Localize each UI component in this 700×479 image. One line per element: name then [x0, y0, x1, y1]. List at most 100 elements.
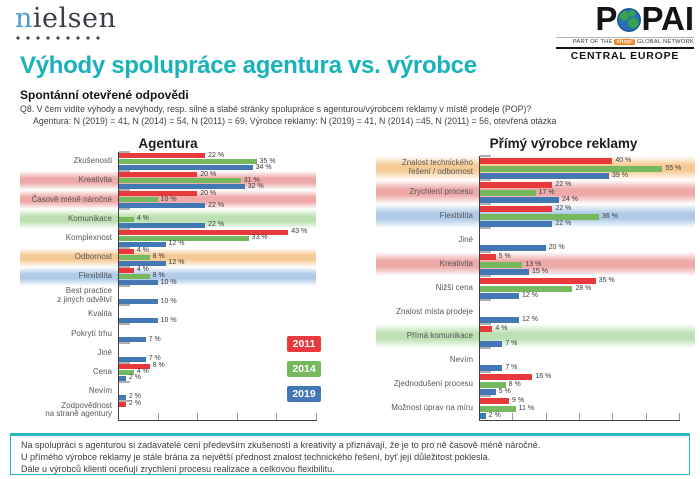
bar-value-label: 32 %: [247, 182, 264, 190]
bar-2019: [118, 394, 126, 400]
value-axis-tick: [276, 413, 278, 420]
bar-value-label: 4 %: [136, 247, 149, 255]
bar-2011: [118, 363, 150, 369]
bar-value-label: 5 %: [498, 253, 511, 260]
globe-icon: [617, 8, 642, 32]
popai-letter-p: P: [595, 0, 618, 37]
bar-value-label: 20 %: [200, 189, 217, 197]
chart-title-vyrobce: Přímý výrobce reklamy: [489, 136, 638, 151]
bar-2019: [118, 184, 245, 190]
bar-value-label: 35 %: [259, 157, 276, 165]
bar-value-label: 20 %: [548, 244, 565, 251]
row-highlight-band: [376, 252, 695, 276]
bar-value-label: 12 %: [522, 292, 538, 299]
bar-2011: [479, 158, 613, 164]
bar-value-label: 20 %: [200, 170, 217, 178]
bar-value-label: 4 %: [495, 325, 508, 332]
bar-2019: [118, 260, 166, 266]
bar-2019: [118, 203, 206, 209]
axis-group-tick: [480, 251, 491, 253]
category-label: Flexibilita: [78, 271, 112, 281]
axis-group-tick: [119, 208, 130, 211]
legend-item-2014: 2014: [287, 361, 321, 377]
bar-2011: [118, 191, 198, 197]
chart-plot-vyrobce: Znalost technického řešení / odbornost 40…: [376, 155, 695, 421]
axis-group-tick: [480, 203, 491, 205]
bar-2014: [118, 216, 134, 222]
bar-2019: [479, 269, 529, 275]
category-label: Nižší cena: [435, 282, 473, 292]
value-axis-line: [479, 420, 680, 421]
bar-2014: [118, 254, 150, 260]
axis-group-tick: [119, 170, 130, 173]
bar-value-label: 24 %: [562, 196, 578, 203]
bar-value-label: 22 %: [555, 220, 572, 227]
axis-group-tick: [119, 361, 130, 364]
bar-value-label: 12 %: [168, 240, 185, 248]
bar-2014: [479, 381, 506, 388]
category-label: Nevím: [449, 354, 473, 364]
bar-value-label: 33 %: [251, 234, 268, 242]
category-label: Pokrytí trhu: [71, 328, 112, 338]
bar-2011: [479, 326, 493, 332]
category-label: Kvalita: [87, 309, 112, 319]
bar-2011: [479, 398, 509, 404]
nielsen-first-letter: n: [15, 3, 33, 34]
bar-2014: [479, 213, 599, 220]
category-label: Znalost místa prodeje: [396, 306, 473, 316]
nielsen-dots-icon: [15, 35, 103, 41]
value-axis-tick: [612, 413, 614, 420]
summary-box: Na spolupráci s agenturou si zadavatelé …: [10, 433, 690, 475]
bar-2014: [479, 261, 523, 268]
bar-2011: [479, 374, 533, 380]
category-label: Přímá komunikace: [406, 330, 473, 340]
axis-group-tick: [119, 265, 130, 268]
bar-value-label: 7 %: [505, 340, 518, 347]
bar-2019: [118, 299, 158, 305]
value-axis-tick: [679, 413, 680, 420]
category-label: Zodpovědnost na straně agentury: [45, 400, 112, 419]
page-title: Výhody spolupráce agentura vs. výrobce: [20, 52, 477, 79]
chart-title-agentura: Agentura: [138, 136, 198, 151]
bar-value-label: 2 %: [488, 412, 501, 419]
bar-2019: [479, 365, 503, 371]
bar-2019: [118, 280, 158, 286]
axis-group-tick: [480, 227, 491, 229]
legend-item-2011: 2011: [287, 336, 321, 352]
bar-value-label: 40 %: [615, 157, 632, 164]
axis-group-tick: [480, 347, 491, 349]
axis-group-tick: [119, 285, 130, 287]
shop-badge: shop!: [614, 39, 636, 45]
bar-2014: [118, 197, 158, 203]
value-axis-tick: [236, 413, 238, 420]
bar-value-label: 22 %: [208, 221, 225, 229]
bar-2019: [118, 318, 158, 324]
bar-value-label: 2 %: [128, 374, 141, 382]
bar-2019: [479, 317, 519, 323]
category-label: Best practice z jiných odvětví: [57, 285, 112, 304]
popai-letters-pai: PAI: [641, 0, 694, 37]
bar-2019: [118, 222, 206, 228]
category-label: Flexibilita: [439, 210, 473, 220]
row-highlight-band: [376, 324, 695, 348]
bar-2014: [118, 159, 257, 165]
bar-2019: [479, 293, 519, 299]
bar-value-label: 10 %: [160, 297, 177, 305]
axis-group-tick: [480, 275, 491, 277]
bar-value-label: 39 %: [612, 172, 628, 179]
bar-2019: [118, 241, 166, 247]
category-label: Zkušenosti: [73, 156, 112, 166]
category-label: Časově méně náročné: [31, 194, 113, 204]
value-axis-tick: [645, 413, 647, 420]
chart-plot-agentura: Zkušenosti 22 % 35 % 34 % Kreativita 20 % 31 %…: [20, 151, 317, 421]
bar-value-label: 22 %: [208, 201, 225, 209]
value-axis-tick: [197, 413, 199, 420]
bar-2019: [479, 221, 553, 227]
bar-value-label: 12 %: [522, 316, 538, 323]
category-axis-line: [479, 156, 480, 420]
nielsen-logo: nielsen: [15, 4, 116, 41]
bar-value-label: 5 %: [498, 388, 511, 395]
axis-group-tick: [480, 323, 491, 325]
bar-2019: [118, 337, 146, 343]
bar-2011: [118, 401, 126, 407]
